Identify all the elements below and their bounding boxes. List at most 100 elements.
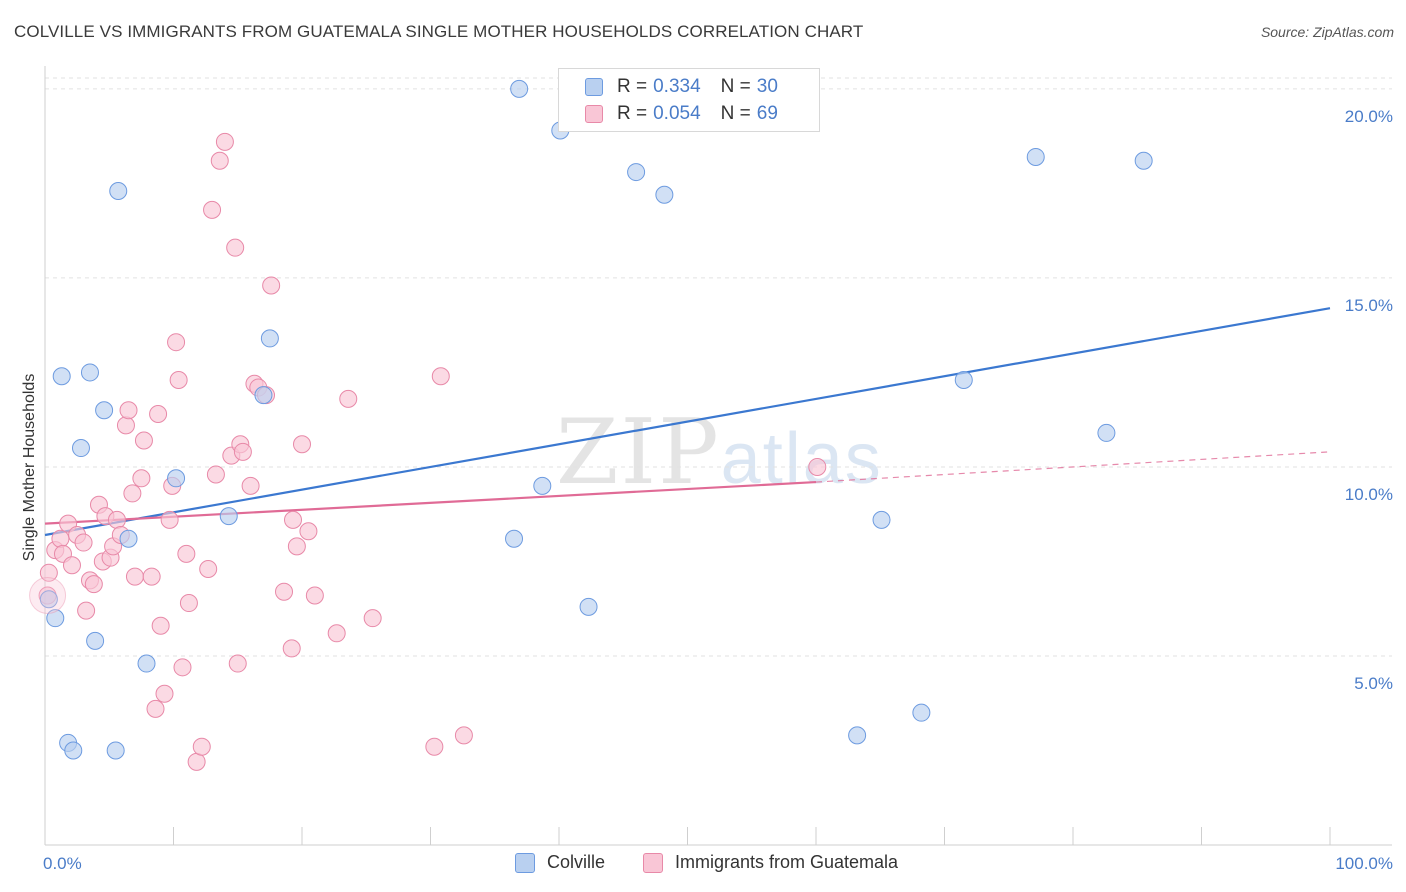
colville-trend-line xyxy=(44,307,1331,537)
guatemala-point xyxy=(431,367,450,386)
guatemala-point xyxy=(206,465,225,484)
colville-point xyxy=(167,469,186,488)
guatemala-trend-extension xyxy=(815,451,1331,483)
colville-point xyxy=(505,529,524,548)
colville-point xyxy=(46,609,65,628)
guatemala-point xyxy=(132,469,151,488)
colville-point xyxy=(627,163,646,182)
guatemala-n-value: 69 xyxy=(756,103,778,124)
source-credit: Source: ZipAtlas.com xyxy=(1260,24,1394,40)
guatemala-point xyxy=(51,529,70,548)
colville-point xyxy=(954,371,973,389)
guatemala-point xyxy=(228,654,247,673)
bottom-colville-label: Colville xyxy=(547,852,606,872)
colville-point xyxy=(254,386,273,405)
guatemala-point xyxy=(293,435,311,454)
watermark-zip: ZIP xyxy=(556,400,721,505)
guatemala-point xyxy=(233,442,252,461)
guatemala-point xyxy=(151,616,170,635)
legend-row-guatemala: R = 0.054 N = 69 xyxy=(585,102,798,126)
colville-point xyxy=(95,401,114,420)
guatemala-point xyxy=(215,132,234,151)
watermark: ZIPatlas xyxy=(556,400,883,505)
colville-r-value: 0.334 xyxy=(653,76,701,97)
guatemala-point xyxy=(62,556,81,575)
colville-n-label: N = xyxy=(720,76,751,97)
guatemala-point xyxy=(327,624,346,643)
legend-row-colville: R = 0.334 N = 30 xyxy=(585,75,798,99)
guatemala-point xyxy=(275,582,294,601)
guatemala-point xyxy=(84,575,103,594)
colville-point xyxy=(260,329,279,348)
guatemala-point xyxy=(160,510,179,529)
colville-point xyxy=(912,703,931,722)
bottom-legend-colville: Colville xyxy=(515,852,605,873)
colville-point xyxy=(39,590,58,609)
colville-point xyxy=(71,439,90,458)
axes xyxy=(44,66,1392,846)
guatemala-r-label: R = xyxy=(617,103,648,124)
guatemala-point xyxy=(339,389,358,408)
gridlines xyxy=(45,77,1392,657)
guatemala-point xyxy=(287,537,306,556)
y-tick-label: 5.0% xyxy=(1354,674,1393,693)
tick-labels: 5.0% 10.0% 15.0% 20.0% 0.0% 100.0% xyxy=(43,107,1393,873)
guatemala-point xyxy=(454,726,473,745)
colville-point xyxy=(510,79,529,98)
guatemala-swatch xyxy=(585,105,603,123)
y-axis-label: Single Mother Households xyxy=(21,374,38,562)
guatemala-point xyxy=(192,737,211,756)
guatemala-n-label: N = xyxy=(720,103,751,124)
colville-point xyxy=(579,597,598,616)
guatemala-point xyxy=(210,151,229,170)
colville-point xyxy=(219,507,238,526)
guatemala-point xyxy=(199,560,218,579)
chart-title: COLVILLE VS IMMIGRANTS FROM GUATEMALA SI… xyxy=(14,22,864,41)
colville-point xyxy=(533,476,552,495)
guatemala-point xyxy=(125,567,144,586)
guatemala-point xyxy=(226,238,245,257)
bottom-guatemala-label: Immigrants from Guatemala xyxy=(675,852,899,872)
trend-lines xyxy=(44,307,1331,537)
colville-point xyxy=(1026,147,1045,166)
x-tick-label: 0.0% xyxy=(43,854,82,873)
colville-point xyxy=(655,185,674,204)
guatemala-point xyxy=(808,457,827,476)
colville-point xyxy=(52,367,71,386)
guatemala-point xyxy=(142,567,161,586)
guatemala-point xyxy=(241,476,260,495)
colville-point xyxy=(848,726,867,745)
colville-point xyxy=(80,363,99,382)
colville-point xyxy=(86,631,105,650)
guatemala-point xyxy=(177,544,196,563)
guatemala-point xyxy=(149,405,168,424)
guatemala-point xyxy=(74,533,93,552)
stats-legend: R = 0.334 N = 30 R = 0.054 N = 69 xyxy=(558,68,820,132)
guatemala-point xyxy=(179,594,198,613)
colville-point xyxy=(119,529,138,548)
colville-point xyxy=(1097,423,1116,442)
guatemala-point xyxy=(119,401,138,420)
guatemala-point xyxy=(282,639,301,658)
y-tick-label: 15.0% xyxy=(1345,296,1393,315)
guatemala-point xyxy=(203,200,222,219)
guatemala-point xyxy=(146,699,165,718)
guatemala-point xyxy=(284,510,303,529)
y-tick-label: 10.0% xyxy=(1345,485,1393,504)
colville-point xyxy=(1134,151,1153,170)
guatemala-point xyxy=(123,484,142,503)
colville-swatch xyxy=(585,78,603,96)
bottom-colville-swatch xyxy=(515,852,535,873)
guatemala-point xyxy=(169,371,188,389)
guatemala-point xyxy=(134,431,153,450)
colville-n-value: 30 xyxy=(756,76,778,97)
guatemala-point xyxy=(107,510,126,529)
bottom-legend-guatemala: Immigrants from Guatemala xyxy=(643,852,898,873)
guatemala-point xyxy=(116,416,135,435)
guatemala-r-value: 0.054 xyxy=(653,103,701,124)
guatemala-point xyxy=(262,276,281,295)
bottom-guatemala-swatch xyxy=(643,852,663,873)
colville-point xyxy=(109,181,128,200)
guatemala-point xyxy=(29,576,67,614)
y-tick-label: 20.0% xyxy=(1345,107,1393,126)
